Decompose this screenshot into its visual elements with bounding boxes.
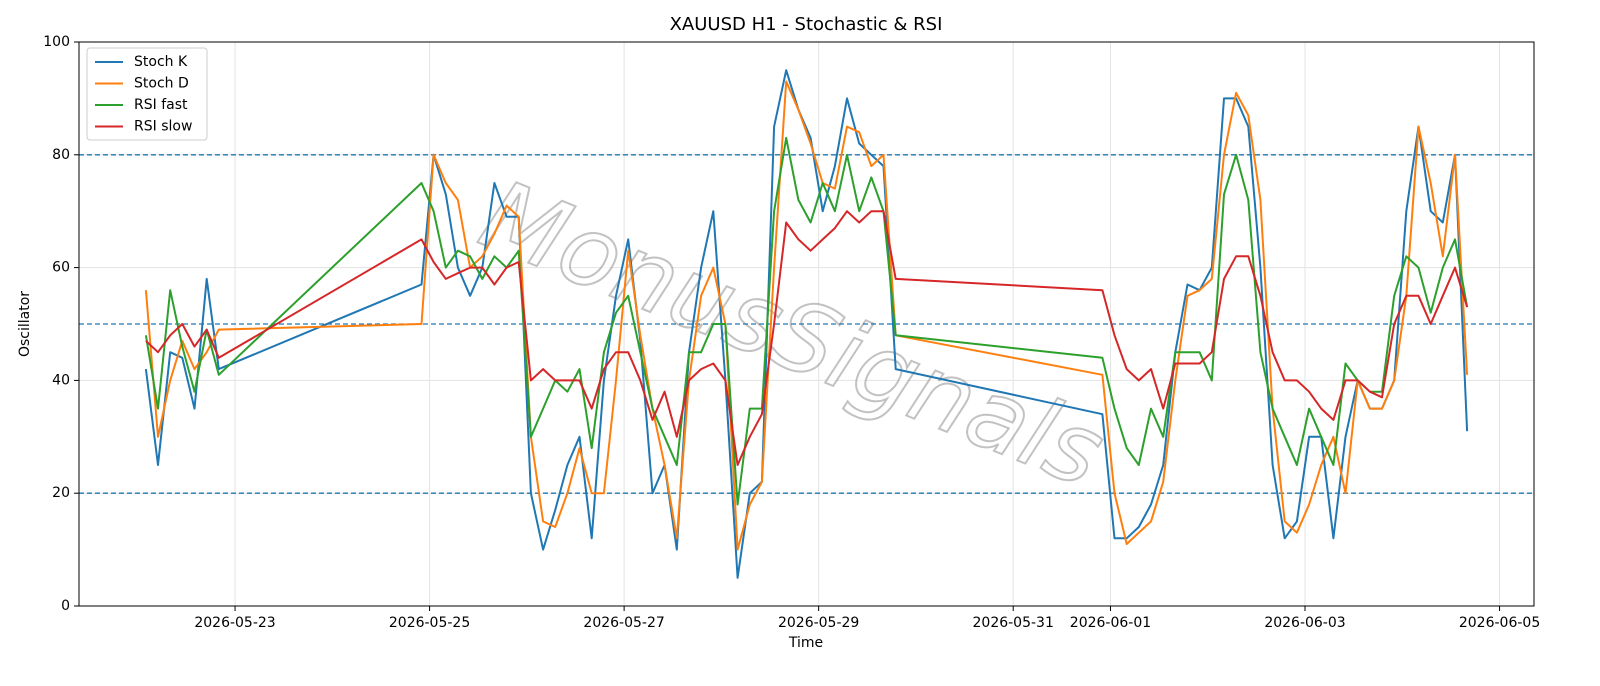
y-tick-label: 100 <box>43 34 70 50</box>
legend-label: RSI slow <box>134 119 192 135</box>
x-tick-label: 2026-05-31 <box>973 615 1054 631</box>
x-tick-label: 2026-05-23 <box>194 615 275 631</box>
chart-title: XAUUSD H1 - Stochastic & RSI <box>670 14 943 35</box>
legend-label: Stoch K <box>134 54 188 70</box>
x-tick-label: 2026-05-27 <box>583 615 664 631</box>
y-tick-label: 60 <box>52 260 70 276</box>
legend-label: Stoch D <box>134 76 189 92</box>
y-tick-label: 0 <box>61 598 70 614</box>
x-tick-label: 2026-06-03 <box>1264 615 1345 631</box>
series-line <box>144 136 1469 506</box>
x-tick-label: 2026-05-29 <box>778 615 859 631</box>
legend-box <box>86 47 208 141</box>
y-axis-label: Oscillator <box>17 291 33 357</box>
x-tick-label: 2026-05-25 <box>389 615 470 631</box>
x-axis-label: Time <box>788 635 823 651</box>
plot-frame <box>78 41 1535 607</box>
y-tick-label: 20 <box>52 485 70 501</box>
x-tick-label: 2026-06-01 <box>1070 615 1151 631</box>
y-tick-label: 40 <box>52 372 70 388</box>
series-line <box>145 210 1469 466</box>
y-tick-label: 80 <box>52 147 70 163</box>
legend-label: RSI fast <box>134 97 188 113</box>
x-tick-label: 2026-06-05 <box>1459 615 1540 631</box>
series-line <box>144 80 1469 551</box>
